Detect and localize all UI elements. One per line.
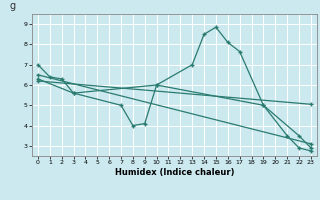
Text: g: g [9, 1, 15, 11]
X-axis label: Humidex (Indice chaleur): Humidex (Indice chaleur) [115, 168, 234, 177]
